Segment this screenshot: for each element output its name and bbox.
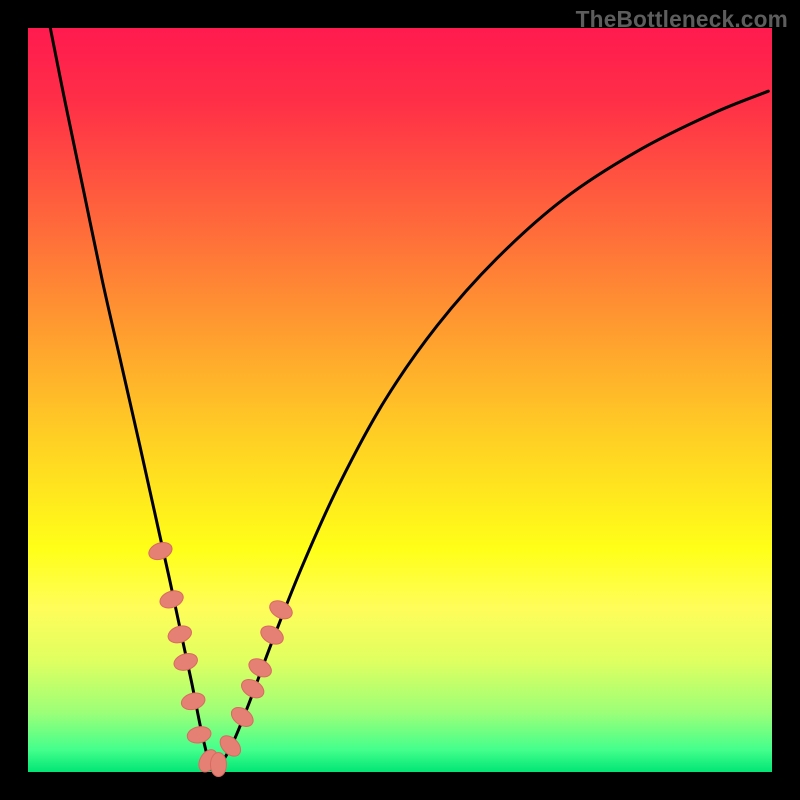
bottleneck-chart [0,0,800,800]
data-marker [210,753,226,777]
chart-frame: TheBottleneck.com [0,0,800,800]
source-watermark: TheBottleneck.com [576,6,788,33]
